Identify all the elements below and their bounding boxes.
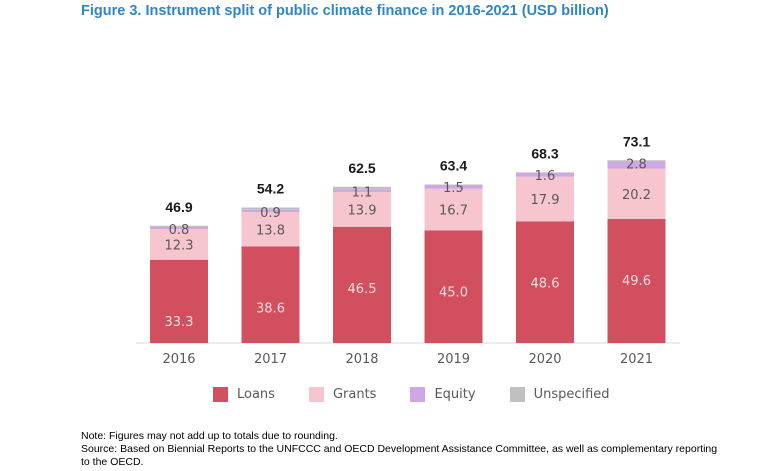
data-label-equity-2021: 2.8 [626,158,647,173]
legend-item-equity: Equity [410,387,476,402]
legend-swatch-unspecified [509,387,525,402]
x-tick-label-2017: 2017 [254,352,287,367]
data-label-loans-2019: 45.0 [439,286,468,301]
legend-swatch-grants [308,387,324,402]
total-label-2019: 63.4 [440,158,467,174]
x-tick-label-2018: 2018 [345,352,378,367]
data-label-loans-2016: 33.3 [165,315,194,330]
legend-item-unspecified: Unspecified [509,387,610,402]
data-label-equity-2018: 1.1 [352,185,373,200]
bar-segment-loans-2018 [333,226,391,343]
bar-segment-loans-2017 [241,246,300,343]
data-label-equity-2016: 0.8 [169,223,190,238]
note-text: Note: Figures may not add up to totals d… [81,430,338,442]
data-label-grants-2016: 12.3 [165,238,194,253]
data-label-equity-2019: 1.5 [443,181,464,196]
legend-label-unspecified: Unspecified [533,387,610,402]
x-tick-label-2020: 2020 [528,352,561,367]
x-tick-label-2021: 2021 [620,352,653,367]
x-tick-label-2016: 2016 [162,352,195,367]
bar-segment-unspecified-2016 [150,225,208,227]
bar-segment-equity-2016 [150,227,208,229]
legend-item-loans: Loans [213,387,275,402]
source-text: Source: Based on Biennial Reports to the… [81,443,718,468]
data-label-loans-2021: 49.6 [622,274,651,289]
data-label-grants-2017: 13.8 [256,223,285,238]
data-label-grants-2018: 13.9 [348,203,377,218]
x-tick-label-2019: 2019 [437,352,470,367]
total-label-2020: 68.3 [531,145,558,161]
bar-segment-equity-2019 [424,185,483,189]
bar-segment-unspecified-2019 [424,184,483,185]
bar-segment-unspecified-2017 [241,207,300,210]
data-label-loans-2018: 46.5 [348,282,377,297]
bar-segment-grants-2016 [150,229,208,260]
total-label-2017: 54.2 [257,181,284,197]
bar-segment-equity-2017 [241,209,300,212]
bar-segment-equity-2018 [333,189,391,192]
total-label-2016: 46.9 [165,199,192,215]
bar-segment-loans-2020 [516,221,574,343]
data-label-equity-2020: 1.6 [535,169,556,184]
data-label-loans-2020: 48.6 [531,277,560,292]
legend-swatch-equity [410,387,426,402]
legend-label-loans: Loans [237,387,275,402]
data-label-grants-2020: 17.9 [531,193,560,208]
bar-segment-unspecified-2020 [516,172,574,173]
legend-swatch-loans [213,387,228,402]
legend: Loans Grants Equity Unspecified [213,387,644,402]
data-label-grants-2019: 16.7 [439,204,468,219]
bar-segment-grants-2020 [516,176,574,222]
bar-segment-grants-2017 [241,212,300,247]
data-label-grants-2021: 20.2 [622,188,651,203]
bar-segment-equity-2021 [607,161,666,169]
legend-label-equity: Equity [434,387,476,402]
stacked-bar-chart: 33.3 12.30.8 46.9 2016 38.6 13.8 0.9 54.2 2017 46… [136,133,680,367]
bar-segment-equity-2020 [516,172,574,177]
bar-segment-grants-2021 [607,168,666,219]
total-label-2021: 73.1 [623,133,650,149]
figure-title: Figure 3. Instrument split of public cli… [81,3,609,19]
bar-segment-loans-2016 [150,259,208,343]
bar-segment-unspecified-2021 [607,160,666,162]
legend-item-grants: Grants [308,387,377,402]
data-label-equity-2017: 0.9 [260,206,281,221]
bar-segment-grants-2018 [333,192,391,227]
bar-segment-unspecified-2018 [333,186,391,190]
total-label-2018: 62.5 [348,160,375,176]
data-label-loans-2017: 38.6 [256,302,285,317]
legend-label-grants: Grants [332,387,377,402]
bar-segment-grants-2019 [424,188,483,231]
bar-segment-loans-2019 [424,230,483,343]
bar-segment-loans-2021 [607,219,666,343]
